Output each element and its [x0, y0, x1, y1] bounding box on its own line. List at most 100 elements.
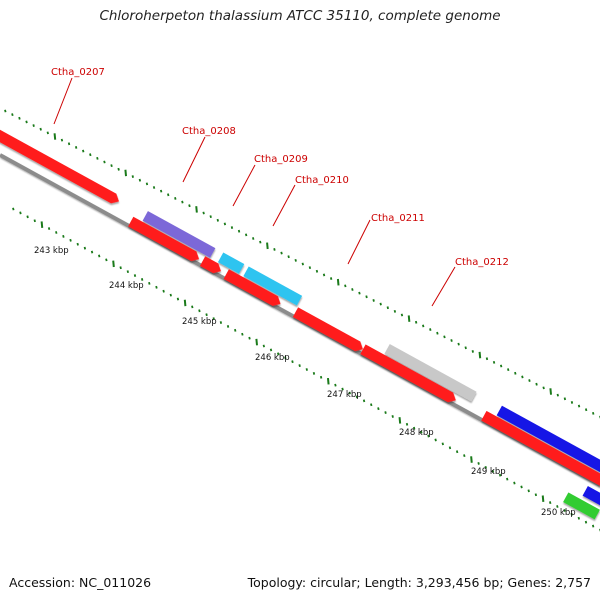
minor-tick [427, 434, 430, 438]
minor-tick [584, 520, 588, 524]
minor-tick [341, 387, 344, 391]
minor-tick [484, 465, 487, 469]
major-tick [195, 206, 198, 213]
minor-tick [549, 501, 552, 505]
label-ctha-0207[interactable]: Ctha_0207 [51, 67, 105, 78]
minor-tick [230, 226, 234, 229]
minor-tick [284, 356, 287, 360]
minor-tick [348, 391, 351, 395]
minor-tick [33, 219, 36, 223]
minor-tick [365, 295, 368, 299]
label-ctha-0211[interactable]: Ctha_0211 [371, 213, 425, 224]
minor-tick [226, 325, 230, 328]
gene-blue-2[interactable] [582, 486, 600, 507]
minor-tick [152, 186, 156, 189]
minor-tick [506, 477, 509, 481]
minor-tick [291, 360, 294, 364]
gene-inner-5[interactable] [360, 344, 458, 405]
minor-tick [262, 344, 266, 348]
minor-tick [159, 189, 163, 193]
minor-tick [513, 481, 516, 485]
label-ctha-0210[interactable]: Ctha_0210 [295, 175, 349, 186]
minor-tick [577, 516, 580, 520]
accession-text: Accession: NC_011026 [9, 575, 152, 590]
minor-tick [329, 277, 333, 280]
minor-tick [287, 255, 290, 259]
minor-tick [591, 524, 595, 528]
minor-tick [219, 321, 223, 324]
label-ctha-0208[interactable]: Ctha_0208 [182, 126, 236, 137]
gene-inner-1[interactable] [128, 216, 202, 264]
gene-inner-2[interactable] [199, 256, 224, 276]
minor-tick [334, 383, 337, 387]
minor-tick [67, 142, 71, 146]
minor-tick [457, 342, 460, 346]
major-tick [53, 133, 57, 140]
minor-tick [577, 404, 581, 408]
minor-tick [174, 197, 177, 200]
minor-tick [133, 274, 137, 277]
inner-tick-track [12, 207, 600, 532]
tick-label-243: 243 kbp [34, 246, 69, 256]
gene-ctha-0212[interactable] [384, 344, 477, 402]
minor-tick [527, 489, 530, 493]
label-ctha-0212[interactable]: Ctha_0212 [455, 257, 509, 268]
minor-tick [155, 285, 158, 289]
minor-tick [377, 407, 380, 411]
minor-tick [198, 309, 201, 313]
minor-tick [370, 403, 373, 407]
tick-label-250: 250 kbp [541, 508, 576, 518]
label-ctha-0209[interactable]: Ctha_0209 [254, 154, 308, 165]
minor-tick [181, 200, 184, 204]
minor-tick [448, 446, 452, 450]
minor-tick [499, 364, 503, 368]
minor-tick [82, 149, 85, 153]
minor-tick [521, 375, 524, 379]
gene-ctha-0209[interactable] [217, 252, 245, 274]
major-tick [470, 456, 473, 463]
major-tick [266, 242, 269, 250]
minor-tick [305, 368, 308, 371]
minor-tick [477, 462, 480, 465]
major-tick [478, 351, 482, 359]
minor-tick [74, 146, 78, 149]
minor-tick [528, 379, 531, 382]
minor-tick [464, 346, 467, 350]
minor-tick [110, 164, 113, 168]
minor-tick [312, 371, 316, 375]
minor-tick [244, 233, 248, 237]
gene-green-1[interactable] [563, 492, 600, 520]
gene-ctha-0211[interactable] [292, 307, 366, 354]
minor-tick [103, 160, 106, 164]
minor-tick [492, 360, 496, 364]
gene-ctha-0208[interactable] [142, 211, 216, 258]
minor-tick [308, 266, 312, 270]
minor-tick [405, 422, 409, 426]
gene-inner-3[interactable] [223, 269, 284, 309]
minor-tick [98, 254, 101, 258]
minor-tick [269, 348, 273, 352]
minor-tick [126, 270, 130, 274]
minor-tick [131, 175, 134, 178]
gene-ctha-0210[interactable] [243, 266, 303, 306]
gene-ctha-0207[interactable] [0, 119, 122, 207]
minor-tick [11, 113, 14, 117]
minor-tick [12, 207, 15, 211]
minor-tick [362, 399, 366, 403]
gene-blue-1[interactable] [496, 405, 600, 481]
minor-tick [592, 411, 595, 415]
minor-tick [273, 248, 276, 251]
minor-tick [534, 493, 538, 497]
gene-label-text: Ctha_0207 Ctha_0208 Ctha_0209 Ctha_0210 … [51, 67, 509, 268]
major-tick [326, 377, 330, 385]
major-tick [541, 495, 545, 502]
minor-tick [223, 222, 227, 226]
major-tick [124, 169, 128, 177]
minor-tick [252, 237, 255, 240]
gene-inner-6[interactable] [481, 410, 600, 487]
minor-tick [570, 401, 574, 404]
minor-tick [471, 350, 474, 353]
minor-tick [62, 234, 65, 238]
minor-tick [83, 246, 87, 250]
